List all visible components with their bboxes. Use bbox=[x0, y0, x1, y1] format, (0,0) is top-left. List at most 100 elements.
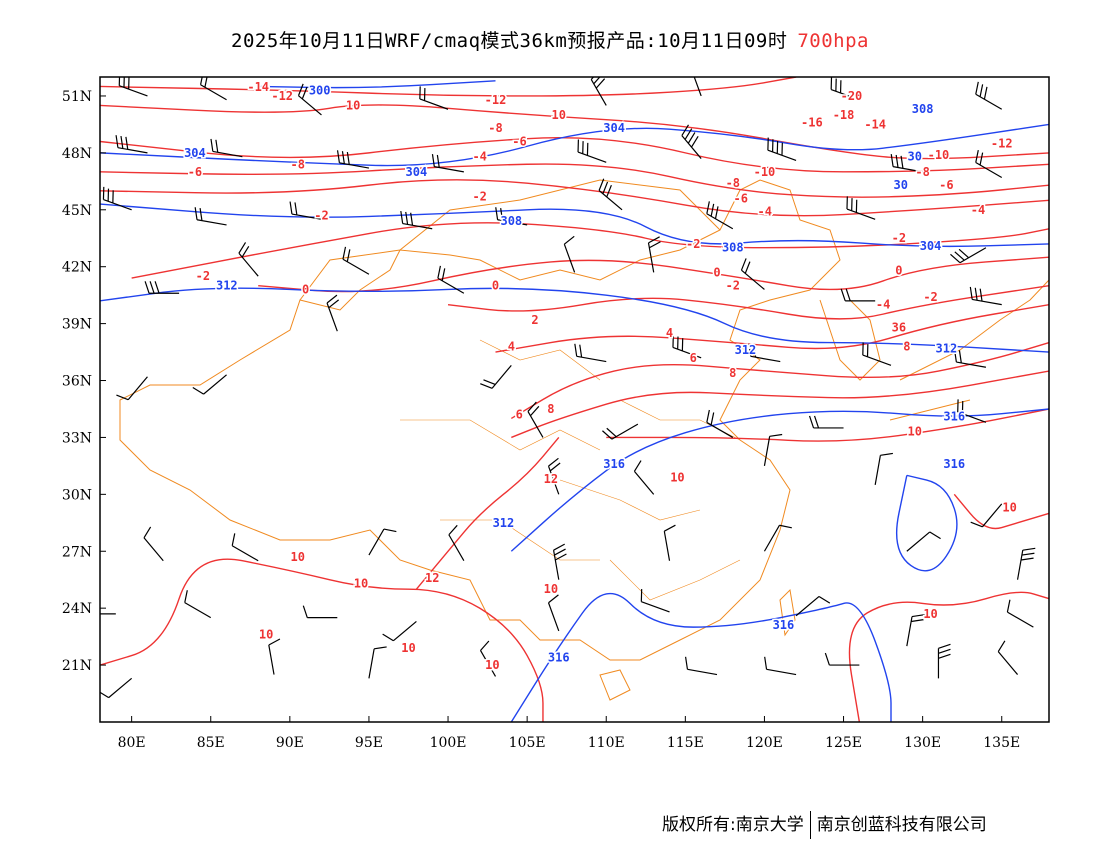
height-isoline bbox=[100, 123, 1049, 167]
height-label: 308 bbox=[912, 102, 934, 116]
wind-barb bbox=[830, 77, 860, 101]
temperature-label: 10 bbox=[291, 550, 305, 564]
map-title: 2025年10月11日WRF/cmaq模式36km预报产品:10月11日09时 7… bbox=[0, 26, 1100, 53]
wind-barb bbox=[102, 186, 132, 211]
wind-barb bbox=[824, 652, 860, 666]
temperature-label: -12 bbox=[485, 93, 507, 107]
temperature-label: 10 bbox=[354, 576, 368, 590]
lat-tick-label: 45N bbox=[62, 203, 92, 219]
height-label: 30 bbox=[894, 178, 908, 192]
wind-barb bbox=[590, 77, 607, 106]
temperature-contours bbox=[100, 77, 1049, 722]
wind-barb bbox=[527, 401, 544, 438]
wind-barb bbox=[681, 124, 702, 159]
height-label: 316 bbox=[603, 457, 625, 471]
wind-barb bbox=[448, 524, 465, 562]
temperature-isoline bbox=[447, 284, 1049, 320]
height-contours bbox=[100, 80, 1049, 722]
temperature-label: 8 bbox=[903, 339, 910, 353]
height-label: 308 bbox=[500, 214, 522, 228]
height-label: 304 bbox=[603, 121, 625, 135]
height-isoline bbox=[510, 408, 1049, 552]
temperature-isoline bbox=[100, 179, 1049, 217]
wind-barb bbox=[906, 614, 925, 647]
mongolia-border bbox=[299, 179, 721, 301]
wind-barb bbox=[552, 543, 567, 580]
wind-barb bbox=[763, 433, 783, 466]
temperature-isoline bbox=[258, 256, 1049, 293]
wind-barb bbox=[663, 524, 676, 561]
lat-tick-label: 42N bbox=[62, 260, 92, 276]
lon-tick-label: 120E bbox=[746, 735, 783, 751]
height-label: 304 bbox=[184, 146, 206, 160]
temperature-label: -6 bbox=[512, 134, 526, 148]
temperature-label: 10 bbox=[485, 658, 499, 672]
wind-barb bbox=[808, 415, 844, 429]
wind-barb bbox=[906, 531, 941, 552]
latitude-axis: 51N 48N 45N 42N 39N 36N 33N 30N 27N 24N 21N bbox=[62, 89, 106, 674]
wind-barb bbox=[100, 677, 133, 699]
wind-barb bbox=[480, 364, 512, 389]
temperature-label: 0 bbox=[302, 282, 309, 296]
copyright-right: 南京创蓝科技有限公司 bbox=[816, 815, 987, 835]
longitude-axis: 80E 85E 90E 95E 100E 105E 110E 115E 120E 125E 130E… bbox=[118, 716, 1020, 751]
wind-barb bbox=[672, 334, 702, 359]
title-text: 2025年10月11日WRF/cmaq模式36km预报产品:10月11日09时 bbox=[231, 30, 788, 52]
wind-barb bbox=[547, 594, 560, 632]
wind-barb bbox=[890, 154, 923, 173]
copyright-footer: 版权所有:南京大学 南京创蓝科技有限公司 bbox=[662, 810, 987, 839]
wind-barb bbox=[368, 528, 397, 556]
temperature-isoline bbox=[131, 222, 1049, 279]
height-isoline bbox=[895, 474, 958, 572]
wind-barb bbox=[767, 137, 797, 162]
temperature-label: -18 bbox=[833, 108, 855, 122]
temperature-label: -6 bbox=[733, 191, 747, 205]
wind-barb bbox=[764, 656, 797, 676]
wind-barb bbox=[997, 640, 1019, 675]
hainan-island bbox=[599, 669, 631, 701]
wind-barb bbox=[684, 656, 718, 676]
wind-barb bbox=[116, 376, 148, 401]
lat-tick-label: 39N bbox=[62, 317, 92, 333]
wind-barb bbox=[937, 643, 951, 679]
wind-barb bbox=[874, 452, 893, 485]
temperature-label: 6 bbox=[516, 408, 523, 422]
temperature-label: 10 bbox=[1002, 501, 1016, 515]
wind-barb bbox=[268, 638, 281, 675]
temperature-label: 10 bbox=[401, 641, 415, 655]
temperature-label: 0 bbox=[713, 265, 720, 279]
map-frame bbox=[99, 76, 1050, 723]
temperature-label: 4 bbox=[508, 339, 515, 353]
lat-tick-label: 27N bbox=[62, 544, 92, 560]
wind-barb bbox=[633, 460, 655, 495]
wind-barb bbox=[763, 524, 792, 552]
temperature-label: -2 bbox=[686, 237, 700, 251]
wind-barb bbox=[1016, 547, 1036, 580]
height-label: 308 bbox=[722, 241, 744, 255]
wind-barb bbox=[602, 423, 639, 440]
height-label: 316 bbox=[943, 410, 965, 424]
copyright-left: 版权所有:南京大学 bbox=[662, 815, 804, 835]
wind-barb bbox=[846, 196, 876, 220]
temperature-label: -2 bbox=[314, 208, 328, 222]
lon-tick-label: 80E bbox=[118, 735, 146, 751]
height-isoline bbox=[100, 203, 1049, 248]
wind-barb bbox=[419, 86, 449, 110]
temperature-label: 10 bbox=[670, 470, 684, 484]
wind-barb bbox=[199, 77, 227, 101]
temperature-isoline bbox=[100, 137, 1049, 173]
temperature-label: 12 bbox=[425, 571, 439, 585]
wind-barb bbox=[297, 83, 322, 116]
wind-barb bbox=[953, 349, 987, 368]
wind-barb bbox=[184, 590, 212, 619]
temperature-label: -8 bbox=[291, 157, 305, 171]
wind-barb bbox=[577, 139, 607, 163]
wind-barb bbox=[640, 589, 670, 613]
lon-tick-label: 135E bbox=[983, 735, 1020, 751]
lat-tick-label: 21N bbox=[62, 658, 92, 674]
japan-coast bbox=[889, 279, 1049, 421]
height-label: 304 bbox=[920, 239, 942, 253]
temperature-isoline bbox=[100, 558, 544, 722]
temperature-label: -10 bbox=[754, 165, 776, 179]
